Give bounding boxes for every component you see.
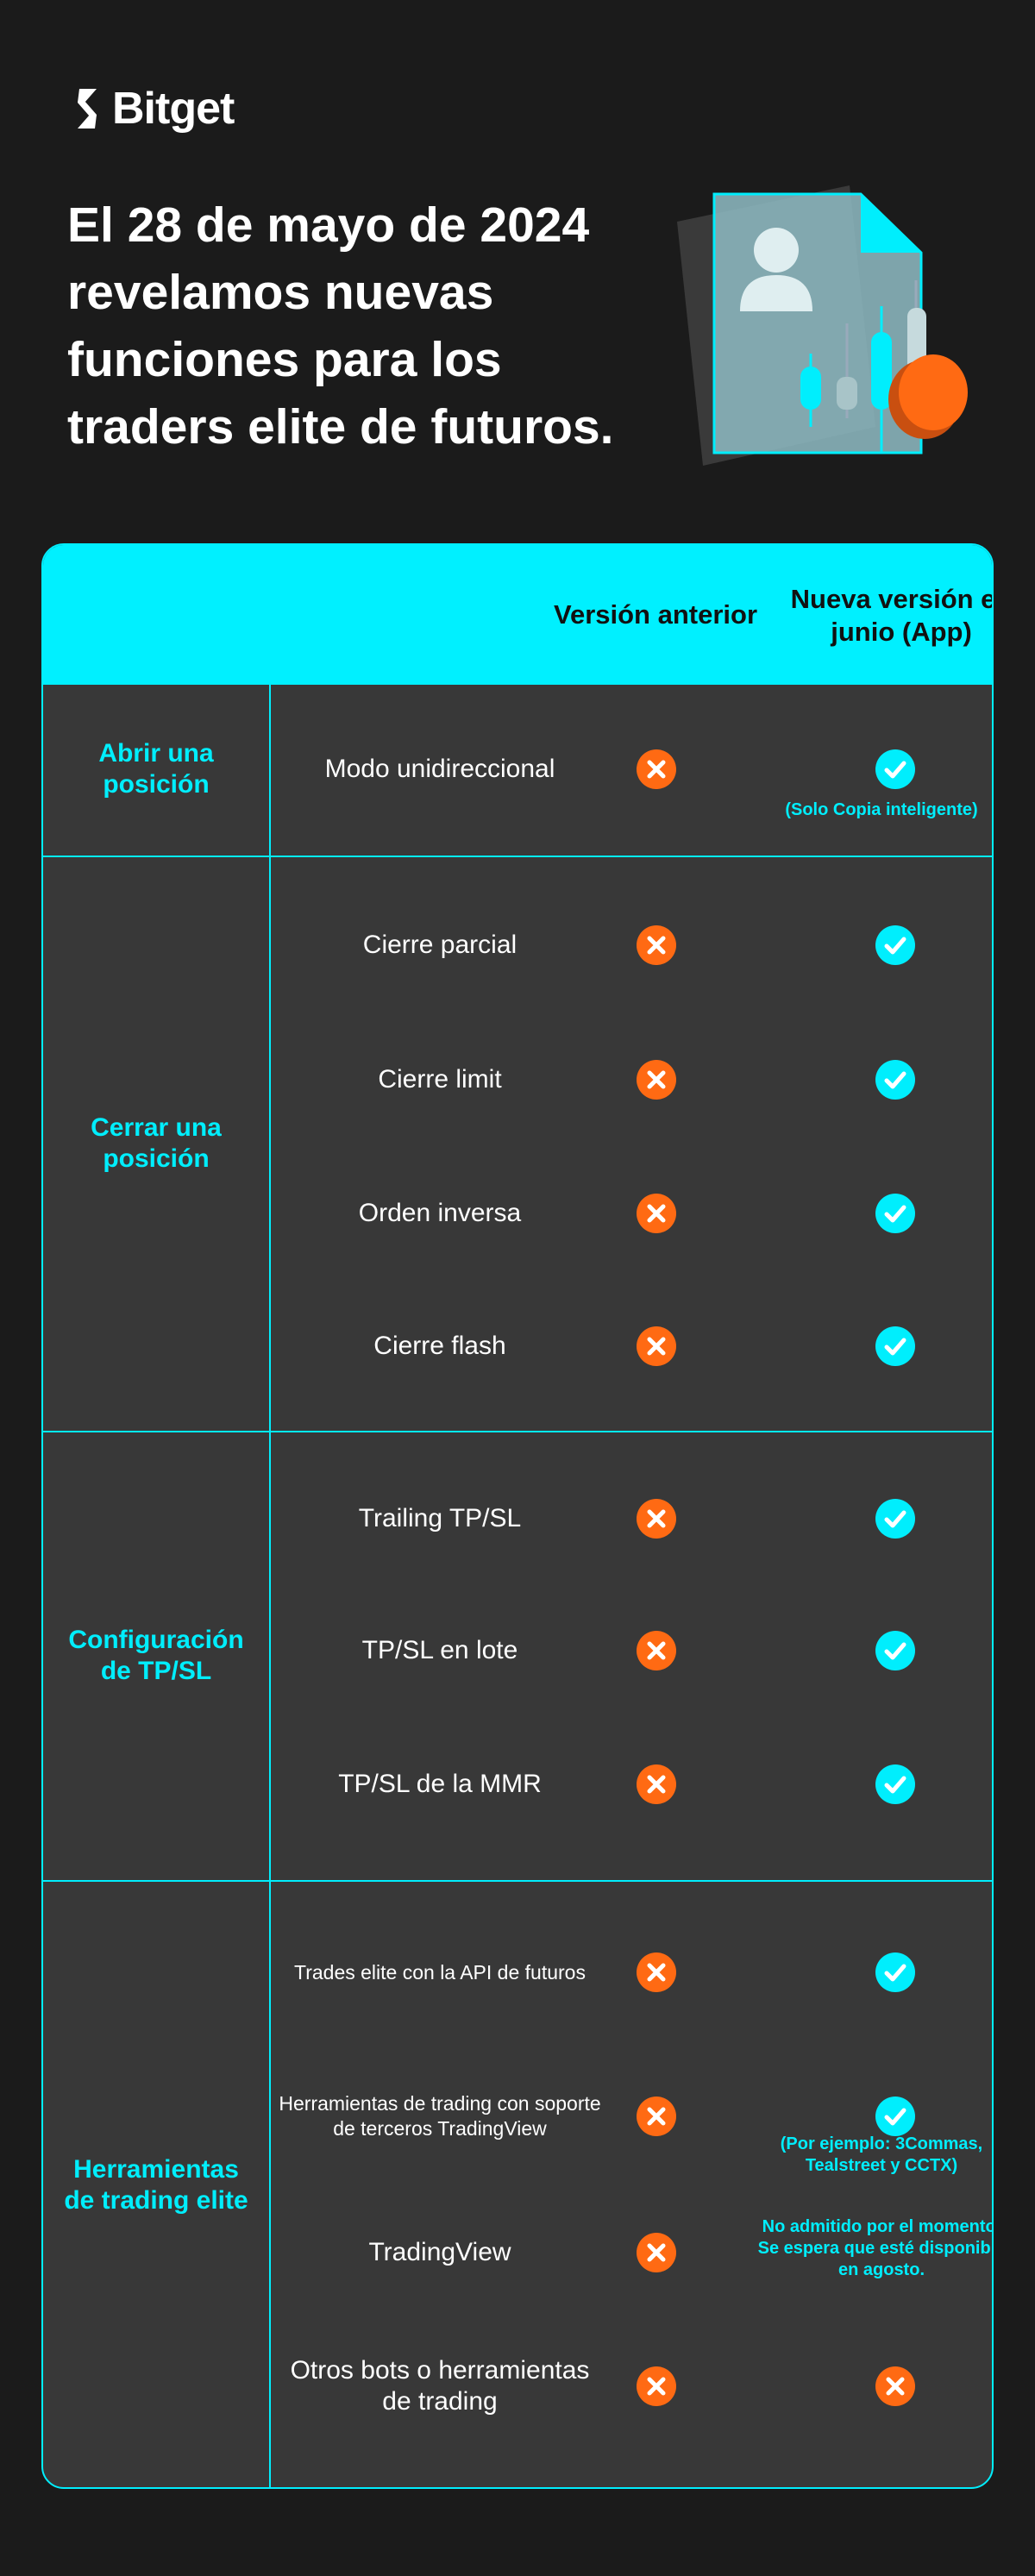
bitget-logo: Bitget [67,83,235,135]
feature-label: Cierre parcial [362,931,518,959]
cross-icon [637,1326,676,1366]
check-icon [875,1631,915,1670]
availability-note: (Solo Copia inteligente) [785,800,978,819]
feature-label: TradingView [368,2238,511,2266]
feature-label: Cierre limit [378,1065,502,1094]
cross-icon [637,2097,676,2136]
cross-icon [637,1194,676,1233]
availability-note: (Por ejemplo: 3Commas, Tealstreet y CCTX… [780,2134,983,2175]
section-close-position [43,856,992,1431]
cross-icon [637,2233,676,2272]
availability-note: No admitido por el momento. Se espera qu… [757,2216,994,2279]
cross-icon [637,749,676,789]
category-open-position: Abrir una posición [98,739,214,799]
header-new-version: Nueva versión en junio (App) [790,584,994,647]
check-icon [875,2097,915,2136]
brand-name: Bitget [112,84,235,134]
feature-label: Trades elite con la API de futuros [294,1960,586,1984]
category-close-position: Cerrar una posición [91,1113,222,1173]
check-icon [875,749,915,789]
cross-icon [637,2366,676,2406]
table-header: Versión anterior Nueva versión en junio … [43,545,992,683]
check-icon [875,1326,915,1366]
check-icon [875,1060,915,1100]
feature-label: Herramientas de trading con soporte de t… [279,2092,601,2140]
check-icon [875,1499,915,1539]
cross-icon [637,1952,676,1992]
feature-label: Otros bots o herramientas de trading [290,2356,590,2416]
feature-label: Cierre flash [373,1332,506,1360]
check-icon [875,1764,915,1804]
cross-icon [637,1060,676,1100]
cross-icon [637,1499,676,1539]
cross-icon [637,925,676,965]
feature-label: TP/SL de la MMR [338,1770,542,1798]
headline: El 28 de mayo de 2024 revelamos nuevas f… [67,197,614,454]
comparison-table: Versión anterior Nueva versión en junio … [41,543,994,2489]
cross-icon [875,2366,915,2406]
section-open-position [43,683,992,856]
section-tpsl-config [43,1431,992,1880]
feature-label: TP/SL en lote [361,1636,518,1664]
check-icon [875,1952,915,1992]
check-icon [875,925,915,965]
section-elite-tools [43,1880,992,2487]
document-chart-illustration [677,185,968,466]
check-icon [875,1194,915,1233]
bitget-logo-icon [78,89,97,128]
cross-icon [637,1631,676,1670]
feature-label: Orden inversa [358,1199,522,1227]
header-previous-version: Versión anterior [553,599,758,630]
cross-icon [637,1764,676,1804]
feature-label: Trailing TP/SL [358,1504,522,1532]
category-tpsl-config: Configuración de TP/SL [68,1625,244,1685]
column-divider [269,683,271,2487]
category-elite-tools: Herramientas de trading elite [64,2155,248,2215]
feature-label: Modo unidireccional [324,755,555,783]
